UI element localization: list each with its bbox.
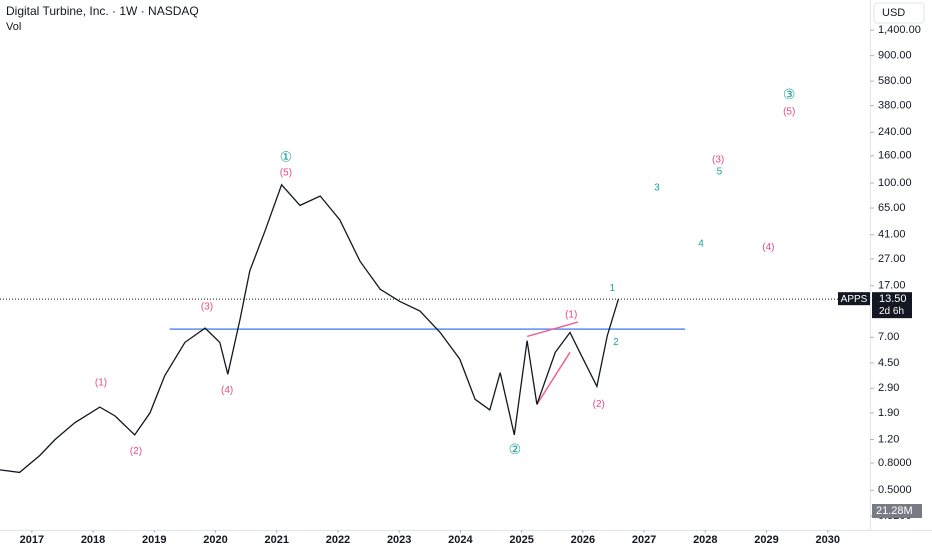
volume-label: 21.28M (876, 505, 913, 517)
y-tick-label: 1,400.00 (878, 24, 921, 36)
symbol-label: APPS (841, 294, 868, 305)
x-tick-label: 2022 (326, 534, 350, 546)
wave-label: (2) (130, 446, 142, 457)
y-tick-label: 900.00 (878, 50, 912, 62)
x-tick-label: 2026 (571, 534, 595, 546)
wave-label: ③ (783, 86, 796, 102)
x-tick-label: 2024 (448, 534, 473, 546)
y-tick-label: 4.50 (878, 357, 899, 369)
volume-badge (872, 504, 922, 518)
currency-button[interactable] (873, 2, 925, 24)
x-tick-label: 2017 (20, 534, 44, 546)
wave-label: (5) (280, 168, 292, 179)
currency: USD (882, 7, 905, 19)
x-tick-label: 2021 (264, 534, 288, 546)
x-tick-label: 2025 (509, 534, 533, 546)
y-tick-label: 1.20 (878, 433, 899, 445)
y-tick-label: 41.00 (878, 229, 906, 241)
x-tick-label: 2019 (142, 534, 166, 546)
y-tick-label: 27.00 (878, 253, 906, 265)
wave-label: (4) (762, 242, 774, 253)
x-tick-label: 2027 (632, 534, 656, 546)
wave-label: 5 (717, 167, 723, 178)
wave-label: ① (280, 149, 293, 165)
wave-label: 2 (613, 337, 619, 348)
volume-caption: Vol (6, 21, 21, 33)
wave-label: (5) (783, 107, 795, 118)
wave-label: (1) (95, 377, 107, 388)
y-tick-label: 160.00 (878, 150, 912, 162)
x-tick-label: 2020 (203, 534, 227, 546)
x-tick-label: 2018 (81, 534, 105, 546)
wave-label: (1) (565, 309, 577, 320)
y-tick-label: 2.90 (878, 382, 899, 394)
last-price-label: 13.50 (879, 293, 907, 305)
wave-label: (2) (593, 399, 605, 410)
wave-label: 1 (609, 283, 615, 294)
price-badge (872, 292, 912, 319)
wave-label: (4) (221, 385, 233, 396)
x-tick-label: 2023 (387, 534, 411, 546)
y-tick-label: 580.00 (878, 75, 912, 87)
chart-title: Digital Turbine, Inc. · 1W · NASDAQ (6, 4, 199, 18)
trend-line (526, 321, 579, 338)
y-tick-label: 0.5000 (878, 484, 912, 496)
wave-label: 4 (698, 239, 704, 250)
y-tick-label: 100.00 (878, 177, 912, 189)
y-tick-label: 380.00 (878, 100, 912, 112)
x-tick-label: 2028 (693, 534, 717, 546)
symbol-badge (838, 292, 870, 306)
wave-label: ② (509, 441, 522, 457)
y-tick-label: 1.90 (878, 407, 899, 419)
wave-label: 3 (654, 183, 660, 194)
y-tick-label: 240.00 (878, 126, 912, 138)
x-tick-label: 2029 (754, 534, 778, 546)
y-tick-label: 65.00 (878, 202, 906, 214)
x-tick-label: 2030 (816, 534, 840, 546)
y-tick-label: 17.00 (878, 280, 906, 292)
countdown: 2d 6h (879, 306, 904, 317)
y-tick-label: 7.00 (878, 331, 899, 343)
wave-label: (3) (712, 155, 724, 166)
trend-line (536, 351, 571, 405)
y-tick-label: 0.8000 (878, 457, 912, 469)
wave-label: (3) (201, 302, 213, 313)
price-line (0, 183, 620, 474)
